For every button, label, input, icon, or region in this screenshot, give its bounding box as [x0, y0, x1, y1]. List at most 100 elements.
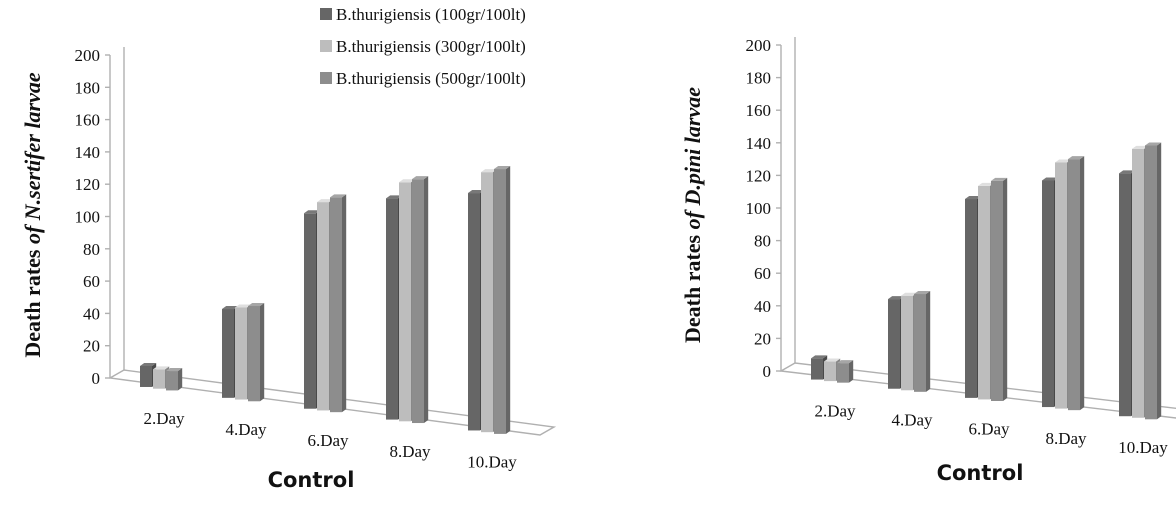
bar-front: [330, 197, 342, 413]
chart-1: 0 20 40 60 80 100 120 140 160 180 200 2.Day 4.Day 6.D…: [20, 5, 557, 492]
x-tick-label: 2.Day: [143, 409, 185, 428]
y-tick-label: 140: [75, 143, 101, 162]
bar-front: [811, 358, 823, 380]
bar: [837, 360, 854, 383]
x-tick-label: 8.Day: [389, 442, 431, 461]
bar-front: [399, 182, 411, 422]
bar-front: [481, 172, 493, 433]
bar-front: [965, 199, 977, 398]
y-axis-label-species: of N.sertifer larvae: [20, 72, 45, 244]
bar-front: [248, 306, 260, 402]
legend-swatch: [320, 72, 332, 84]
bar-front: [901, 295, 913, 391]
legend-swatch: [320, 8, 332, 20]
bar-front: [140, 365, 152, 387]
bar-top: [386, 195, 403, 199]
x-tick-label: 4.Day: [225, 420, 267, 439]
bar: [1145, 142, 1162, 420]
bar-front: [824, 361, 836, 382]
bar-top: [140, 362, 157, 366]
bar-front: [1055, 162, 1067, 409]
bar-top: [494, 166, 511, 170]
bar-front: [1119, 173, 1131, 417]
bar: [412, 176, 429, 424]
bar-top: [248, 303, 265, 307]
bar-front: [1068, 159, 1080, 411]
y-tick-label: 80: [83, 240, 100, 259]
y-tick-label: 60: [83, 272, 100, 291]
bar-side: [1003, 177, 1008, 401]
y-tick-label: 60: [754, 264, 771, 283]
bar-top: [914, 291, 931, 295]
y-tick-label: 120: [746, 166, 772, 185]
bar-top: [481, 169, 498, 173]
bar-front: [235, 307, 247, 400]
y-axis-label: Death rates of N.sertifer larvae: [20, 72, 45, 358]
y-tick-label: 140: [746, 134, 772, 153]
y-tick-label: 20: [83, 337, 100, 356]
bar-top: [837, 360, 854, 364]
bar-top: [978, 182, 995, 186]
y-tick-label: 40: [754, 297, 771, 316]
x-axis-label: Control: [937, 461, 1024, 485]
bar-front: [1042, 180, 1054, 408]
bar-side: [849, 360, 854, 383]
y-tick-label: 120: [75, 175, 101, 194]
bar-front: [837, 363, 849, 383]
bar-front: [978, 185, 990, 400]
bar-side: [926, 291, 931, 392]
bar-top: [330, 194, 347, 198]
bar: [914, 291, 931, 392]
x-tick-label: 2.Day: [814, 401, 856, 420]
bar-top: [901, 292, 918, 296]
bar-front: [153, 369, 165, 389]
bar-front: [412, 179, 424, 424]
bar-top: [1132, 145, 1149, 149]
bar-top: [824, 358, 841, 362]
bar: [248, 303, 265, 402]
bar-front: [1145, 145, 1157, 420]
bar: [166, 368, 183, 391]
y-axis-label-species: of D.pini larvae: [680, 87, 705, 230]
x-tick-label: 6.Day: [307, 431, 349, 450]
bar: [330, 194, 347, 413]
bar: [1068, 156, 1085, 411]
bar-top: [1119, 170, 1136, 174]
bar-front: [468, 193, 480, 431]
bar-top: [166, 368, 183, 372]
bar-front: [317, 202, 329, 411]
bar-side: [1080, 156, 1085, 411]
legend-label: B.thurigiensis (300gr/100lt): [336, 37, 526, 56]
legend: B.thurigiensis (100gr/100lt) B.thurigiens…: [320, 5, 526, 88]
y-tick-label: 200: [75, 46, 101, 65]
bar-top: [399, 179, 416, 183]
y-tick-label: 160: [75, 111, 101, 130]
y-tick-label: 20: [754, 329, 771, 348]
bar-top: [153, 366, 170, 370]
y-tick-label: 160: [746, 101, 772, 120]
legend-swatch: [320, 40, 332, 52]
bar-front: [166, 371, 178, 391]
bar-top: [965, 196, 982, 200]
y-tick-label: 100: [746, 199, 772, 218]
bar-top: [1055, 159, 1072, 163]
y-tick-label: 80: [754, 232, 771, 251]
y-tick-label: 100: [75, 208, 101, 227]
bar-side: [506, 166, 511, 434]
bar-front: [386, 198, 398, 420]
bar-top: [811, 355, 828, 359]
y-axis-label: Death rates of D.pini larvae: [680, 87, 705, 343]
x-axis-label: Control: [268, 468, 355, 492]
bar-top: [317, 199, 334, 203]
bar-front: [304, 213, 316, 409]
y-tick-label: 0: [763, 362, 772, 381]
bar-top: [1145, 142, 1162, 146]
bar: [494, 166, 511, 434]
bar-front: [914, 294, 926, 392]
bar-top: [235, 304, 252, 308]
bar-front: [222, 309, 234, 398]
bar-side: [1157, 142, 1162, 420]
bar-front: [1132, 148, 1144, 418]
